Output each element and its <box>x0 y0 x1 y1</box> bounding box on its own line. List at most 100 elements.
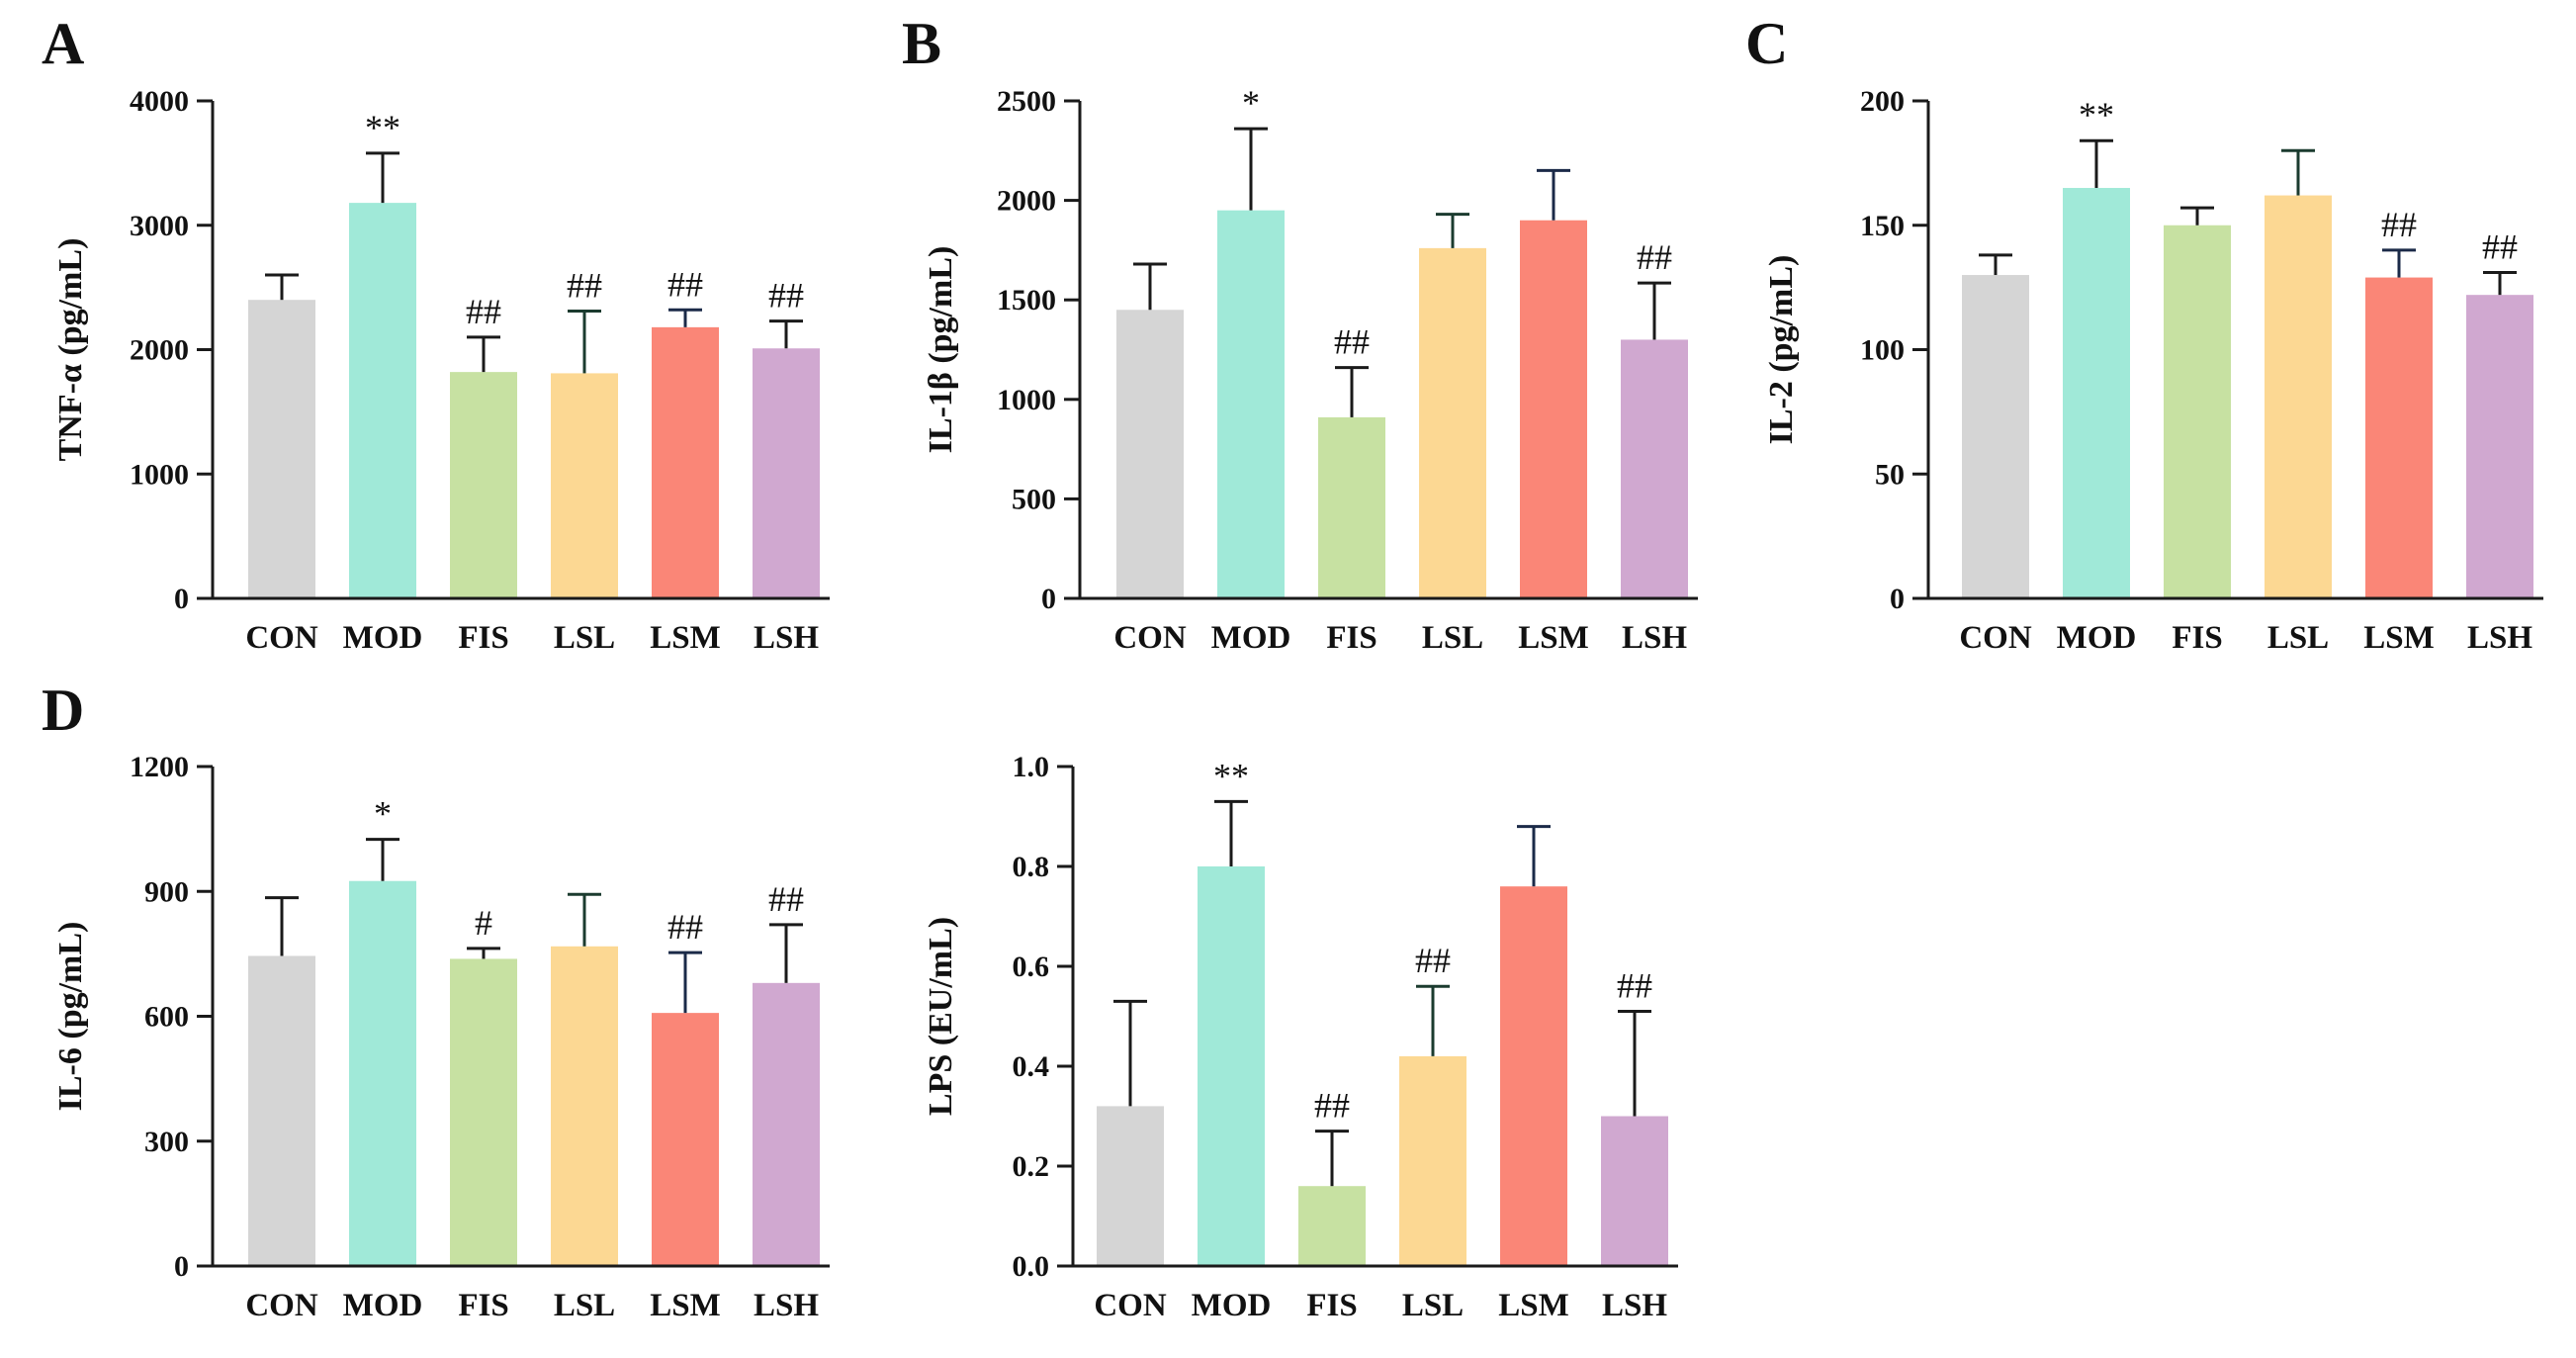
x-tick-label: FIS <box>1326 620 1377 656</box>
bar-lsl <box>1419 247 1486 598</box>
bar-mod <box>349 880 416 1266</box>
y-tick-label: 500 <box>1012 483 1056 515</box>
x-tick-label: LSM <box>650 620 721 656</box>
bar-fis <box>1318 416 1385 598</box>
x-tick-label: FIS <box>458 1288 508 1323</box>
significance-marker: ## <box>567 266 602 306</box>
bar-lsm <box>2365 277 2433 598</box>
x-tick-label: CON <box>1094 1288 1167 1323</box>
bar-con <box>248 300 315 598</box>
y-tick-label: 0 <box>1890 583 1905 615</box>
significance-marker: ## <box>768 276 804 316</box>
x-tick-label: LSL <box>1402 1288 1464 1323</box>
x-tick-label: MOD <box>1192 1288 1272 1323</box>
y-tick-label: 100 <box>1860 334 1905 367</box>
x-tick-label: FIS <box>458 620 508 656</box>
bar-fis <box>1298 1186 1366 1266</box>
y-tick-label: 2000 <box>997 185 1056 218</box>
x-tick-label: LSL <box>2267 620 2329 656</box>
x-tick-label: FIS <box>1306 1288 1357 1323</box>
x-tick-label: LSH <box>1602 1288 1667 1323</box>
bar-con <box>248 955 315 1266</box>
y-tick-label: 0.8 <box>1013 851 1050 883</box>
panel-letter: C <box>1745 11 1788 76</box>
x-tick-label: LSM <box>1518 620 1589 656</box>
significance-marker: ## <box>667 907 703 947</box>
bar-mod <box>1217 210 1285 598</box>
significance-marker: ## <box>1334 322 1370 362</box>
x-tick-label: CON <box>245 1288 318 1323</box>
significance-marker: ## <box>2482 227 2518 267</box>
y-tick-label: 1000 <box>130 458 189 491</box>
x-tick-label: FIS <box>2172 620 2222 656</box>
y-axis-label: IL-2 (pg/mL) <box>1763 255 1800 445</box>
y-tick-label: 0 <box>1041 583 1056 615</box>
x-tick-label: LSM <box>2363 620 2435 656</box>
y-tick-label: 50 <box>1875 458 1905 491</box>
y-tick-label: 0 <box>174 1250 189 1283</box>
y-axis-label: TNF-α (pg/mL) <box>52 238 89 462</box>
bar-lsh <box>1621 339 1688 598</box>
bar-lsl <box>2265 195 2332 598</box>
panel-a: A TNF-α (pg/mL) CON ** MOD ## FIS ## LSL ## LSM ## L… <box>42 11 830 656</box>
y-tick-label: 300 <box>144 1126 189 1158</box>
x-tick-label: MOD <box>1211 620 1291 656</box>
significance-marker: ## <box>1637 237 1672 277</box>
y-tick-label: 0.2 <box>1013 1150 1050 1183</box>
bar-con <box>1116 310 1184 598</box>
bar-lsl <box>551 946 618 1266</box>
y-tick-label: 600 <box>144 1001 189 1034</box>
x-tick-label: CON <box>1113 620 1187 656</box>
bar-lsh <box>2466 295 2533 598</box>
x-tick-label: LSH <box>1622 620 1687 656</box>
y-tick-label: 1000 <box>997 384 1056 416</box>
y-tick-label: 150 <box>1860 210 1905 242</box>
x-tick-label: MOD <box>343 1288 423 1323</box>
panel-letter: D <box>42 678 84 743</box>
x-tick-label: CON <box>1959 620 2032 656</box>
bar-fis <box>450 958 517 1266</box>
x-tick-label: LSL <box>554 1288 615 1323</box>
y-tick-label: 0.4 <box>1013 1050 1050 1083</box>
y-tick-label: 1500 <box>997 284 1056 317</box>
x-tick-label: LSM <box>1498 1288 1569 1323</box>
panel-letter: A <box>42 11 84 76</box>
bar-lsh <box>753 982 820 1266</box>
significance-marker: ** <box>2079 95 2114 135</box>
panel-b: B IL-1β (pg/mL) CON * MOD ## FIS LSL LSM ## LSH 0 50… <box>902 11 1698 656</box>
bar-fis <box>2164 225 2231 598</box>
x-tick-label: MOD <box>343 620 423 656</box>
y-axis-label: LPS (EU/mL) <box>923 917 959 1116</box>
x-tick-label: LSL <box>554 620 615 656</box>
significance-marker: # <box>475 903 492 943</box>
bar-lsl <box>551 373 618 598</box>
y-tick-label: 0.6 <box>1013 951 1050 983</box>
significance-marker: ** <box>365 108 400 147</box>
bar-lsm <box>1520 220 1587 598</box>
bar-lsm <box>1500 886 1567 1266</box>
y-tick-label: 0 <box>174 583 189 615</box>
y-tick-label: 2000 <box>130 334 189 367</box>
y-tick-label: 0.0 <box>1013 1250 1050 1283</box>
x-tick-label: LSM <box>650 1288 721 1323</box>
significance-marker: * <box>374 794 392 834</box>
panel-letter: B <box>902 11 941 76</box>
x-tick-label: MOD <box>2057 620 2137 656</box>
significance-marker: ** <box>1213 756 1249 795</box>
x-tick-label: LSH <box>754 1288 819 1323</box>
bar-mod <box>349 203 416 599</box>
panel-d: D IL-6 (pg/mL) CON * MOD # FIS LSL ## LSM ## LSH 0 30… <box>42 678 830 1323</box>
significance-marker: ## <box>667 264 703 304</box>
panel-lps: LPS (EU/mL) CON ** MOD ## FIS ## LSL LSM ## LSH 0.0… <box>923 751 1678 1323</box>
x-tick-label: LSL <box>1422 620 1483 656</box>
bar-con <box>1097 1106 1164 1266</box>
bar-lsh <box>753 348 820 598</box>
significance-marker: ## <box>768 879 804 919</box>
y-axis-label: IL-6 (pg/mL) <box>52 922 89 1112</box>
bar-con <box>1962 275 2029 598</box>
bar-mod <box>2063 188 2130 598</box>
panel-c: C IL-2 (pg/mL) CON ** MOD FIS LSL ## LSM ## LSH 0 50… <box>1745 11 2543 656</box>
x-tick-label: CON <box>245 620 318 656</box>
y-tick-label: 4000 <box>130 85 189 118</box>
significance-marker: ## <box>1617 965 1652 1005</box>
